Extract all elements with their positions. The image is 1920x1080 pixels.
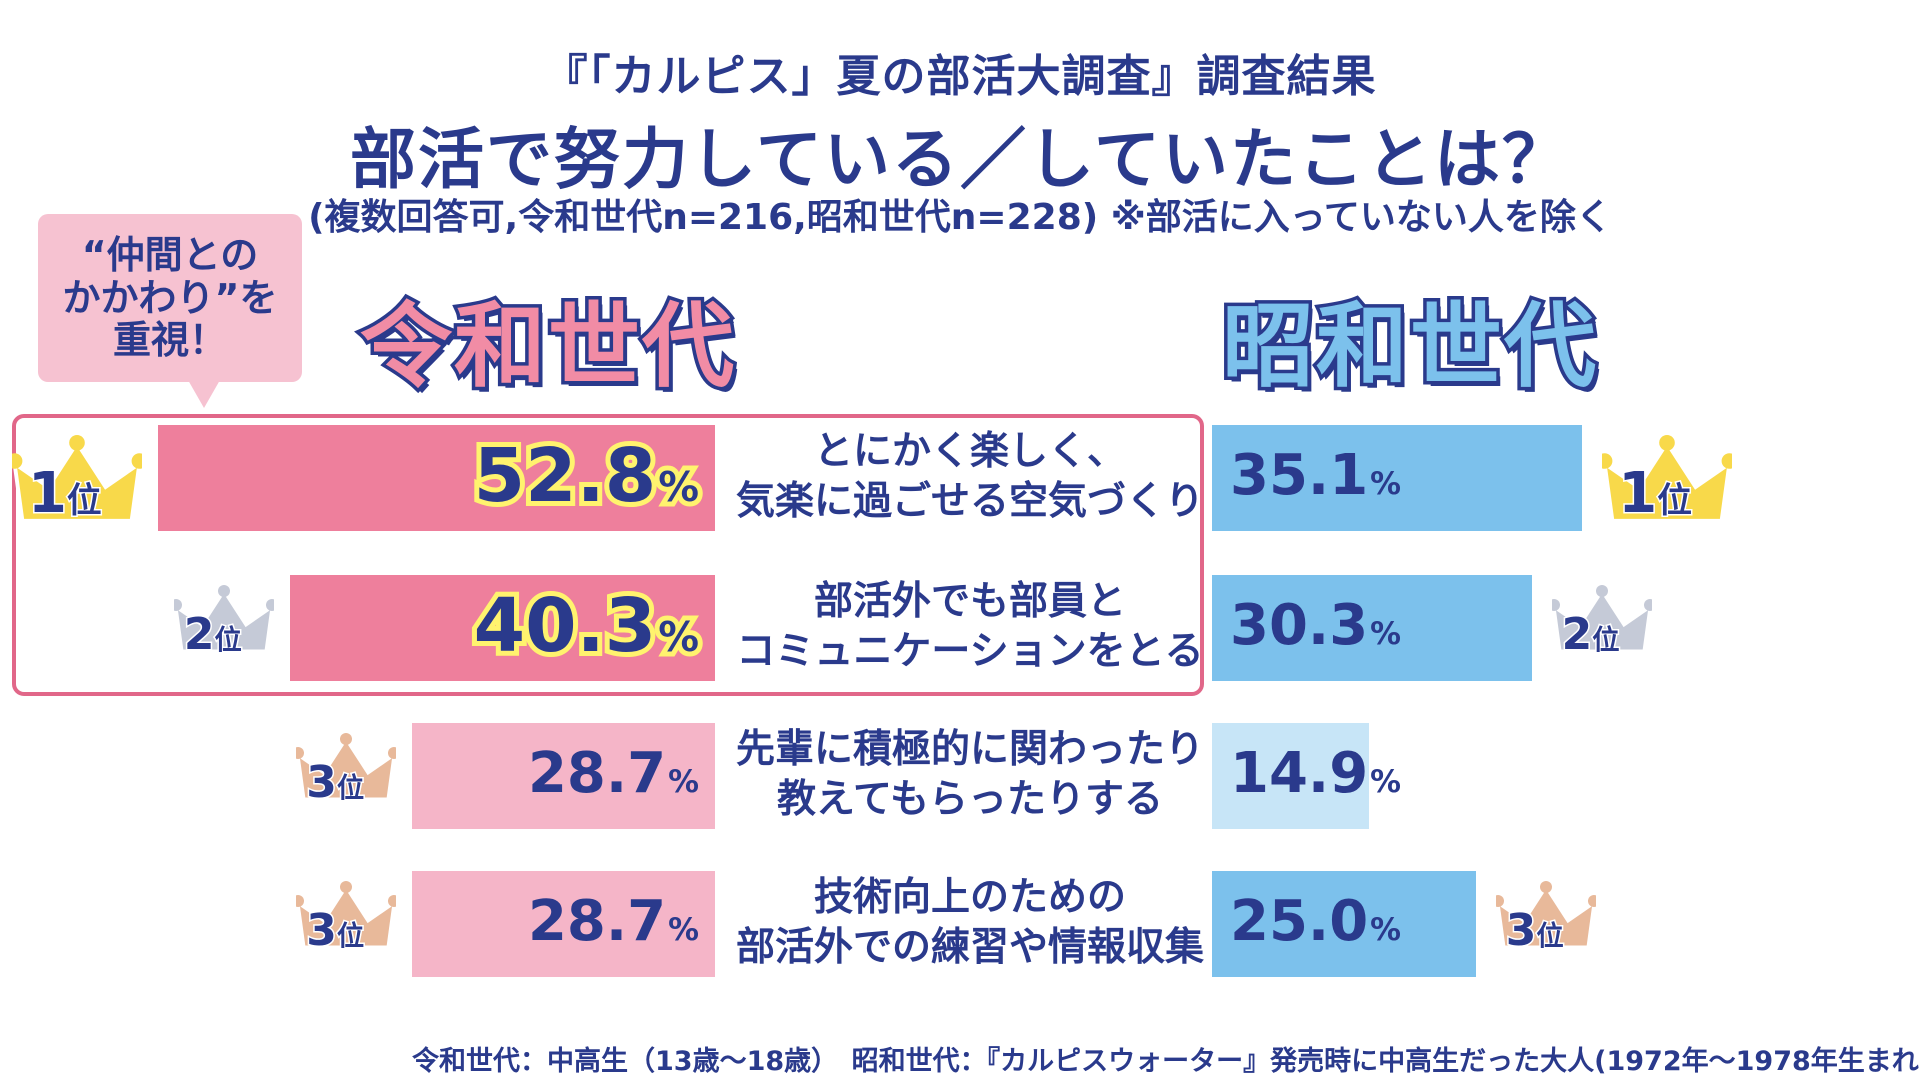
highlight-frame bbox=[12, 414, 1204, 696]
percent-unit: % bbox=[1370, 912, 1402, 948]
reiwa-value: 28.7 bbox=[527, 741, 667, 806]
rank-suffix: 位 bbox=[65, 480, 103, 523]
crown-icon bbox=[1551, 585, 1652, 653]
rank-number: 3 bbox=[1504, 904, 1538, 958]
rank-suffix: 位 bbox=[213, 624, 243, 658]
category-label: 先輩に積極的に関わったり 教えてもらったりする bbox=[735, 727, 1204, 822]
showa-value: 14.9 bbox=[1230, 741, 1369, 806]
showa-value-label: 35.1% bbox=[1230, 443, 1401, 508]
reiwa-value: 40.3 bbox=[469, 578, 662, 674]
percent-unit: % bbox=[653, 608, 704, 666]
rank-number: 2 bbox=[1560, 608, 1594, 662]
category-label: 技術向上のための 部活外での練習や情報収集 bbox=[735, 875, 1204, 970]
rank-suffix: 位 bbox=[335, 920, 365, 954]
question-title: 部活で努力している／していたことは？ bbox=[349, 121, 1571, 198]
callout-text: “仲間との かかわり”を 重視！ bbox=[62, 233, 278, 363]
showa-bar bbox=[1212, 575, 1532, 681]
rank-number: 3 bbox=[305, 904, 339, 958]
reiwa-value-label: 52.8% bbox=[469, 428, 704, 524]
rank-number: 3 bbox=[305, 756, 339, 810]
percent-unit: % bbox=[668, 912, 699, 948]
showa-value-label: 25.0% bbox=[1230, 889, 1401, 954]
percent-unit: % bbox=[1370, 466, 1402, 502]
showa-bar bbox=[1212, 425, 1583, 531]
percent-unit: % bbox=[668, 764, 699, 800]
reiwa-value: 52.8 bbox=[469, 428, 662, 524]
crown-icon bbox=[1602, 435, 1733, 523]
category-label: 部活外でも部員と コミュニケーションをとる bbox=[736, 579, 1204, 674]
showa-bar bbox=[1212, 871, 1476, 977]
reiwa-heading: 令和世代 bbox=[356, 290, 737, 404]
rank-suffix: 位 bbox=[335, 772, 365, 806]
showa-heading: 昭和世代 bbox=[1218, 290, 1599, 404]
crown-icon bbox=[296, 733, 397, 801]
sample-note: (複数回答可,令和世代n=216,昭和世代n=228) ※部活に入っていない人を… bbox=[308, 197, 1612, 238]
rank-suffix: 位 bbox=[1591, 624, 1621, 658]
reiwa-bar bbox=[412, 723, 715, 829]
rank-number: 2 bbox=[182, 608, 216, 662]
percent-unit: % bbox=[653, 458, 704, 516]
rank-suffix: 位 bbox=[1656, 480, 1694, 523]
showa-value: 35.1 bbox=[1230, 443, 1369, 508]
reiwa-bar bbox=[157, 425, 715, 531]
showa-value-label: 30.3% bbox=[1230, 593, 1401, 658]
reiwa-bar bbox=[412, 871, 715, 977]
footnote: 令和世代：中高生（13歳～18歳） 昭和世代：『カルピスウォーター』発売時に中高… bbox=[412, 1046, 1920, 1077]
showa-value: 30.3 bbox=[1230, 593, 1369, 658]
reiwa-bar bbox=[289, 575, 715, 681]
reiwa-value-label: 28.7% bbox=[528, 741, 699, 806]
reiwa-value-label: 28.7% bbox=[528, 889, 699, 954]
crown-icon bbox=[173, 585, 274, 653]
rank-suffix: 位 bbox=[1535, 920, 1565, 954]
percent-unit: % bbox=[1370, 764, 1402, 800]
rank-number: 1 bbox=[1617, 460, 1659, 528]
showa-value: 25.0 bbox=[1230, 889, 1369, 954]
percent-unit: % bbox=[1370, 616, 1402, 652]
crown-icon bbox=[1495, 881, 1596, 949]
crown-icon bbox=[296, 881, 397, 949]
rank-number: 1 bbox=[26, 460, 68, 528]
category-label: とにかく楽しく、 気楽に過ごせる空気づくり bbox=[735, 429, 1204, 524]
survey-title: 『「カルピス」夏の部活大調査』調査結果 bbox=[543, 51, 1377, 102]
showa-bar bbox=[1212, 723, 1370, 829]
reiwa-value: 28.7 bbox=[527, 889, 667, 954]
showa-value-label: 14.9% bbox=[1230, 741, 1401, 806]
crown-icon bbox=[11, 435, 142, 523]
callout-bubble: “仲間との かかわり”を 重視！ bbox=[38, 214, 302, 408]
reiwa-value-label: 40.3% bbox=[469, 578, 704, 674]
